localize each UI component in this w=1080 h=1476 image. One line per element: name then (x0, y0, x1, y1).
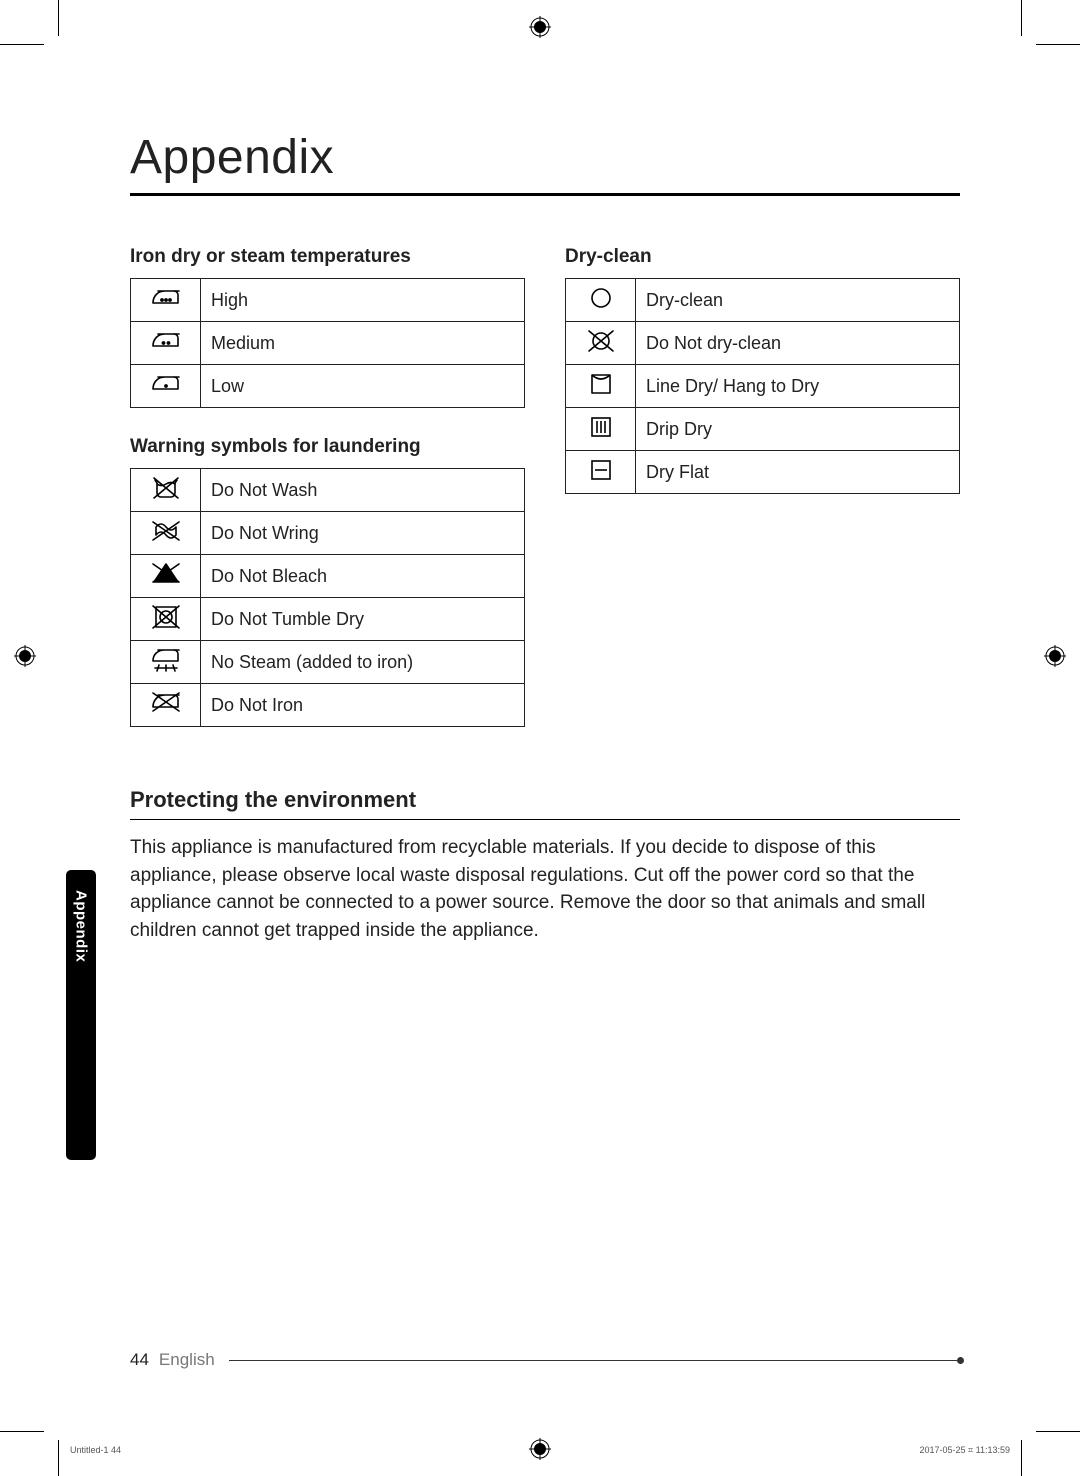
drip-dry-icon (566, 408, 636, 451)
iron-high-label: High (201, 279, 525, 322)
no-steam-iron-icon (131, 641, 201, 684)
crop-mark (1036, 1431, 1080, 1432)
page-language: English (159, 1350, 215, 1370)
do-not-iron-label: Do Not Iron (201, 684, 525, 727)
iron-heading: Iron dry or steam temperatures (130, 246, 525, 268)
iron-high-icon (131, 279, 201, 322)
table-row: Medium (131, 322, 525, 365)
table-row: Do Not Bleach (131, 555, 525, 598)
print-footer-right: 2017-05-25 ⌗ 11:13:59 (920, 1445, 1010, 1456)
crop-mark (1021, 1440, 1022, 1476)
crop-mark (0, 1431, 44, 1432)
table-row: Dry-clean (566, 279, 960, 322)
do-not-tumble-dry-icon (131, 598, 201, 641)
table-row: No Steam (added to iron) (131, 641, 525, 684)
registration-mark-icon (529, 16, 551, 38)
environment-body: This appliance is manufactured from recy… (130, 834, 960, 944)
environment-rule (130, 819, 960, 820)
do-not-dry-clean-icon (566, 322, 636, 365)
do-not-wash-icon (131, 469, 201, 512)
iron-low-icon (131, 365, 201, 408)
page-footer: 44 English (130, 1350, 960, 1370)
table-row: Do Not Iron (131, 684, 525, 727)
iron-medium-label: Medium (201, 322, 525, 365)
line-dry-icon (566, 365, 636, 408)
do-not-iron-icon (131, 684, 201, 727)
dryclean-heading: Dry-clean (565, 246, 960, 268)
dry-clean-icon (566, 279, 636, 322)
table-row: Do Not dry-clean (566, 322, 960, 365)
dry-flat-label: Dry Flat (636, 451, 960, 494)
side-tab: Appendix (66, 870, 96, 1160)
table-row: Line Dry/ Hang to Dry (566, 365, 960, 408)
two-column-layout: Iron dry or steam temperatures High Medi… (130, 246, 960, 727)
crop-mark (58, 1440, 59, 1476)
do-not-wring-label: Do Not Wring (201, 512, 525, 555)
table-row: Do Not Wring (131, 512, 525, 555)
no-steam-iron-label: No Steam (added to iron) (201, 641, 525, 684)
registration-mark-icon (14, 645, 36, 667)
dry-clean-label: Dry-clean (636, 279, 960, 322)
drip-dry-label: Drip Dry (636, 408, 960, 451)
warning-heading: Warning symbols for laundering (130, 436, 525, 458)
crop-mark (58, 0, 59, 36)
do-not-bleach-label: Do Not Bleach (201, 555, 525, 598)
iron-low-label: Low (201, 365, 525, 408)
right-column: Dry-clean Dry-clean Do Not dry-clean (565, 246, 960, 727)
table-row: High (131, 279, 525, 322)
iron-medium-icon (131, 322, 201, 365)
footer-rule (229, 1360, 960, 1361)
iron-table: High Medium Low (130, 278, 525, 408)
print-footer: Untitled-1 44 2017-05-25 ⌗ 11:13:59 (70, 1445, 1010, 1456)
crop-mark (0, 44, 44, 45)
title-rule (130, 193, 960, 196)
page-number: 44 (130, 1350, 149, 1370)
page: Appendix Appendix Iron dry or steam temp… (0, 0, 1080, 1476)
table-row: Dry Flat (566, 451, 960, 494)
left-column: Iron dry or steam temperatures High Medi… (130, 246, 525, 727)
registration-mark-icon (1044, 645, 1066, 667)
table-row: Do Not Tumble Dry (131, 598, 525, 641)
page-title: Appendix (130, 130, 960, 185)
dry-flat-icon (566, 451, 636, 494)
do-not-bleach-icon (131, 555, 201, 598)
crop-mark (1036, 44, 1080, 45)
line-dry-label: Line Dry/ Hang to Dry (636, 365, 960, 408)
do-not-wring-icon (131, 512, 201, 555)
print-footer-left: Untitled-1 44 (70, 1445, 121, 1456)
do-not-tumble-dry-label: Do Not Tumble Dry (201, 598, 525, 641)
dryclean-table: Dry-clean Do Not dry-clean Line Dry/ Han… (565, 278, 960, 494)
table-row: Do Not Wash (131, 469, 525, 512)
do-not-wash-label: Do Not Wash (201, 469, 525, 512)
content-area: Appendix Iron dry or steam temperatures … (130, 130, 960, 944)
side-tab-label: Appendix (73, 870, 90, 962)
crop-mark (1021, 0, 1022, 36)
table-row: Drip Dry (566, 408, 960, 451)
do-not-dry-clean-label: Do Not dry-clean (636, 322, 960, 365)
environment-heading: Protecting the environment (130, 787, 960, 813)
table-row: Low (131, 365, 525, 408)
warning-table: Do Not Wash Do Not Wring D (130, 468, 525, 727)
